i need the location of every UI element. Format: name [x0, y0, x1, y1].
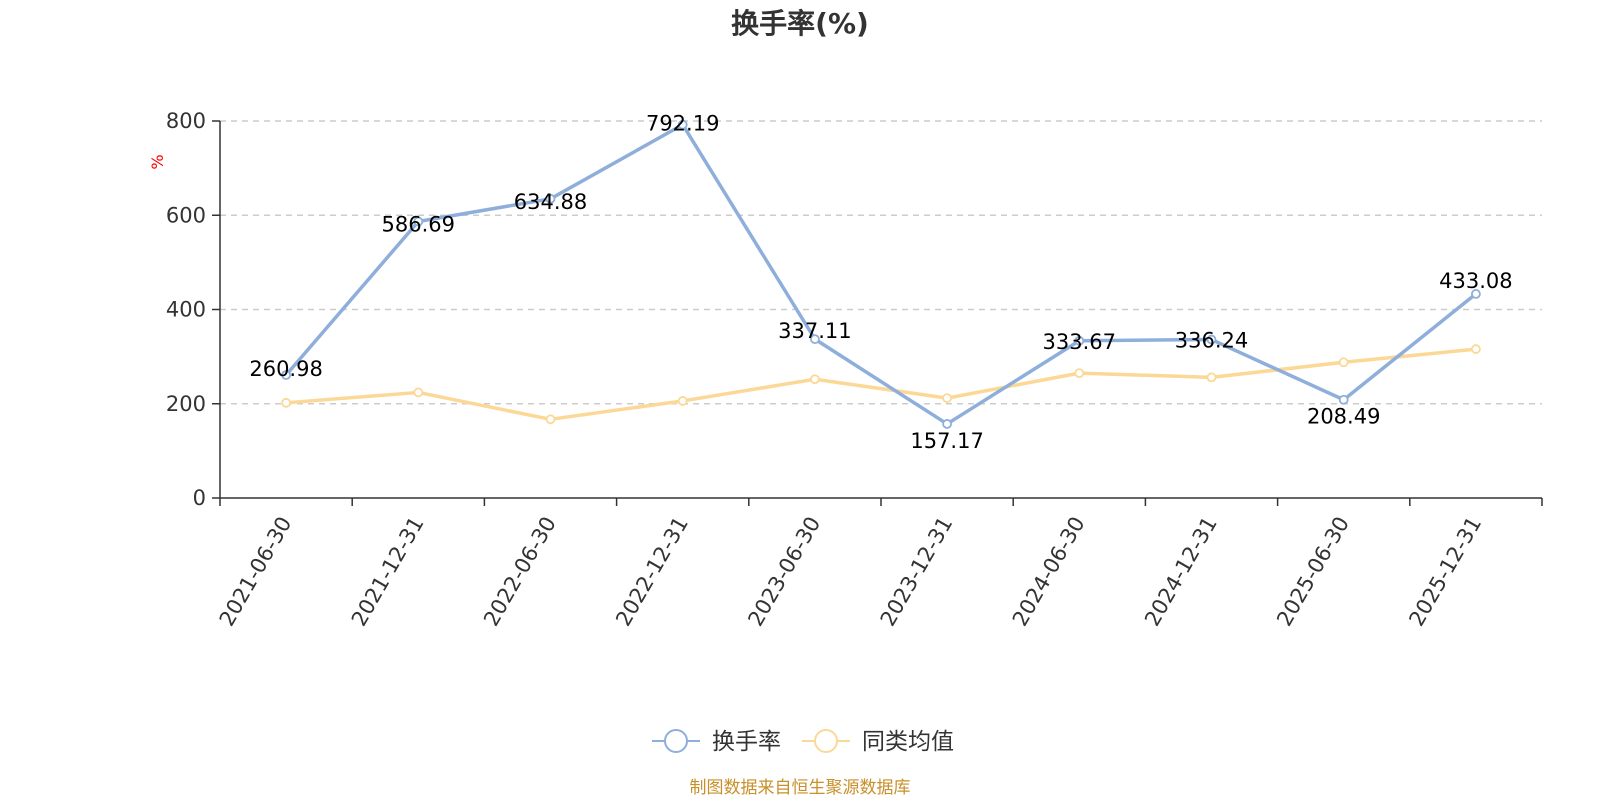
data-label: 333.67: [1043, 330, 1116, 354]
data-label: 792.19: [646, 112, 719, 136]
series-point-1: [810, 374, 820, 385]
series-line-1: [284, 347, 1478, 422]
data-label: 586.69: [382, 213, 455, 237]
legend-label: 换手率: [712, 729, 781, 755]
x-tick-label: 2023-06-30: [743, 513, 825, 631]
series-point-1: [1074, 368, 1085, 379]
x-tick-label: 2024-06-30: [1008, 513, 1090, 631]
series-point-0: [677, 119, 688, 130]
series-point-0: [1074, 335, 1085, 346]
chart-title: 换手率(%): [731, 7, 869, 40]
data-label: 337.11: [778, 319, 851, 343]
series-point-0: [1471, 289, 1481, 299]
x-tick-label: 2022-06-30: [479, 513, 561, 631]
data-label: 260.98: [249, 357, 322, 381]
x-tick-label: 2021-12-31: [347, 513, 429, 631]
series-point-1: [413, 387, 424, 398]
series-point-0: [1338, 394, 1349, 405]
y-tick-label: 800: [166, 109, 206, 133]
y-tick-label: 400: [166, 298, 206, 322]
data-labels: 260.98 586.69 634.88 792.19 337.11 157.17 333.…: [249, 112, 1512, 453]
series-point-1: [545, 414, 556, 425]
data-label: 208.49: [1307, 405, 1380, 429]
legend: 换手率 同类均值: [652, 729, 954, 755]
series-point-0: [281, 370, 292, 380]
data-label: 157.17: [910, 429, 983, 453]
series-lines: [281, 119, 1481, 429]
x-tick-label: 2025-06-30: [1272, 513, 1354, 631]
axes: 0 200 400 600 800 2021-06-30 2021-12-31 2022-06…: [166, 109, 1543, 631]
legend-swatch-marker: [814, 729, 838, 753]
series-point-1: [1206, 372, 1217, 383]
x-tick-label: 2022-12-31: [611, 513, 693, 631]
series-point-0: [545, 193, 556, 204]
data-label: 433.08: [1439, 269, 1512, 293]
data-label: 634.88: [514, 190, 587, 214]
data-label: 336.24: [1175, 329, 1248, 353]
series-point-0: [810, 334, 820, 345]
y-tick-label: 600: [166, 203, 206, 227]
y-axis-unit-label: %: [148, 154, 167, 169]
x-tick-label: 2025-12-31: [1404, 513, 1486, 631]
grid-lines: [220, 120, 1542, 405]
series-point-0: [942, 419, 952, 429]
series-point-1: [1471, 344, 1481, 354]
series-point-1: [1338, 357, 1349, 368]
series-point-0: [1206, 334, 1217, 345]
y-tick-label: 200: [166, 392, 206, 416]
series-line-0: [284, 122, 1478, 426]
legend-swatch-marker: [664, 729, 688, 753]
legend-label: 同类均值: [862, 729, 954, 755]
x-tick-label: 2023-12-31: [876, 513, 958, 631]
series-point-1: [281, 397, 292, 408]
x-tick-label: 2021-06-30: [215, 513, 297, 631]
series-point-1: [942, 393, 952, 403]
source-note: 制图数据来自恒生聚源数据库: [690, 778, 911, 798]
series-point-1: [677, 396, 688, 406]
y-tick-label: 0: [193, 486, 206, 510]
x-tick-label: 2024-12-31: [1140, 513, 1222, 631]
series-point-0: [413, 216, 424, 227]
